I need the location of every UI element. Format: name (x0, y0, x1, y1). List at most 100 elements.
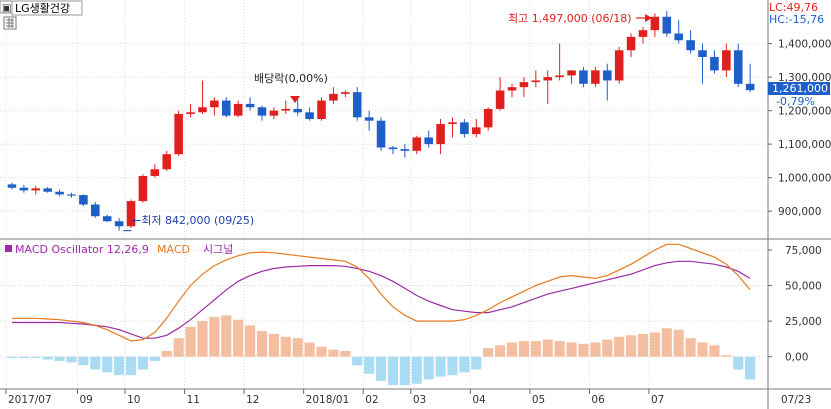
oscillator-bar (566, 342, 577, 357)
oscillator-bar (554, 341, 565, 357)
high-arrow-head-icon (645, 14, 652, 22)
header: ▣ LG생활건강 (0, 0, 83, 30)
candle-body (364, 117, 374, 121)
oscillator-bar (233, 319, 244, 357)
oscillator-bar (268, 333, 279, 357)
candle-body (472, 127, 481, 135)
low-annotation: ←최저 842,000 (09/25) (132, 214, 254, 227)
oscillator-bar (66, 356, 77, 363)
macd-axis: 75,000 50,000 25,000 0,00 (768, 245, 822, 364)
signal-line (12, 260, 751, 339)
candle-body (710, 56, 719, 71)
oscillator-bar (125, 356, 137, 376)
hc-label: HC:-15,76 (769, 13, 824, 26)
time-tick-label: 10 (127, 394, 140, 406)
oscillator-bar (149, 356, 160, 361)
page-title: LG생활건강 (15, 1, 70, 15)
oscillator-bar (542, 339, 553, 357)
candle-body (614, 50, 624, 81)
candle-body (245, 103, 255, 108)
candle-body (531, 80, 541, 83)
candle-body (210, 100, 219, 108)
candle-body (638, 30, 648, 37)
candle-body (591, 70, 600, 84)
oscillator-bar (602, 339, 613, 357)
time-tick-label: 2017/07 (8, 394, 52, 406)
time-axis: 2017/07 09 10 11 12 2018/01 02 03 04 05 06 07 07/23 (5, 389, 811, 406)
oscillator-bar (375, 356, 387, 381)
candle-body (31, 188, 41, 191)
price-tick-label: 1,200,000 (778, 106, 831, 118)
oscillator-bar (316, 346, 327, 357)
time-tick-label: 05 (532, 394, 545, 406)
time-tick-label: 07/23 (781, 394, 811, 406)
time-tick-label: 11 (187, 394, 200, 406)
oscillator-bar (614, 336, 625, 357)
oscillator-bar (42, 356, 53, 360)
grid-icon-lines (6, 18, 14, 28)
oscillator-bar (340, 351, 351, 357)
oscillator-bar (578, 343, 589, 357)
annotations: LC:49,76 HC:-15,76 최고 1,497,000 (06/18) … (132, 1, 830, 227)
oscillator-bar (471, 356, 482, 370)
candle-body (567, 70, 576, 76)
candle-body (412, 137, 422, 151)
oscillator-bar (280, 336, 291, 357)
candle-body (67, 194, 76, 196)
oscillator-bar (30, 356, 41, 359)
candle-body (19, 187, 29, 191)
candle-body (317, 100, 326, 119)
candle-body (698, 50, 707, 57)
title-marker-icon: ▣ (2, 3, 11, 14)
oscillator-bar (18, 356, 29, 359)
oscillator-bar (709, 345, 720, 357)
candle-body (400, 149, 410, 151)
oscillator-bar (244, 325, 256, 357)
candle-body (293, 108, 302, 113)
candle-body (579, 70, 588, 84)
macd-tick-label: 50,000 (785, 281, 822, 293)
price-axis: 1,400,000 1,300,000 1,200,000 1,100,000 1,00… (768, 39, 831, 218)
legend-macd: MACD (157, 243, 190, 256)
price-tick-label: 1,300,000 (778, 72, 831, 84)
oscillator-bar (209, 316, 220, 357)
candle-body (102, 216, 112, 222)
candle-body (436, 124, 445, 145)
oscillator-bar (745, 356, 756, 380)
candle-body (126, 201, 136, 227)
candle-body (626, 36, 636, 51)
oscillator-bar (625, 335, 637, 357)
candle-body (662, 16, 672, 34)
candle-body (150, 169, 160, 176)
candle-body (388, 147, 398, 150)
time-tick-label: 09 (79, 394, 92, 406)
time-tick-label: 2018/01 (306, 394, 350, 406)
oscillator-bar (459, 356, 470, 373)
macd-tick-label: 25,000 (785, 316, 822, 328)
oscillator-bar (352, 356, 363, 366)
price-tick-label: 900,000 (778, 206, 821, 218)
candle-body (722, 50, 731, 71)
candle-body (79, 195, 88, 205)
high-annotation: 최고 1,497,000 (06/18) (508, 12, 632, 25)
oscillator-bar (411, 356, 422, 384)
macd-line (12, 243, 751, 342)
candle-body (602, 70, 612, 81)
candle-body (733, 50, 743, 84)
oscillator-bar (685, 338, 696, 357)
last-price-value: 1,261,000 (772, 82, 828, 95)
oscillator-bar (721, 355, 732, 357)
candle-body (424, 137, 433, 145)
oscillator-bar (423, 356, 434, 380)
candle-body (257, 107, 267, 116)
candle-body (281, 108, 291, 111)
candle-body (448, 122, 457, 125)
title-field[interactable] (11, 0, 83, 16)
legend-oscillator: MACD Oscillator 12,26,9 (15, 243, 149, 256)
candle-body (162, 154, 172, 170)
oscillator-bar (90, 356, 101, 370)
candle-body (198, 107, 207, 113)
oscillator-bar (185, 326, 196, 357)
candle-body (376, 120, 386, 148)
